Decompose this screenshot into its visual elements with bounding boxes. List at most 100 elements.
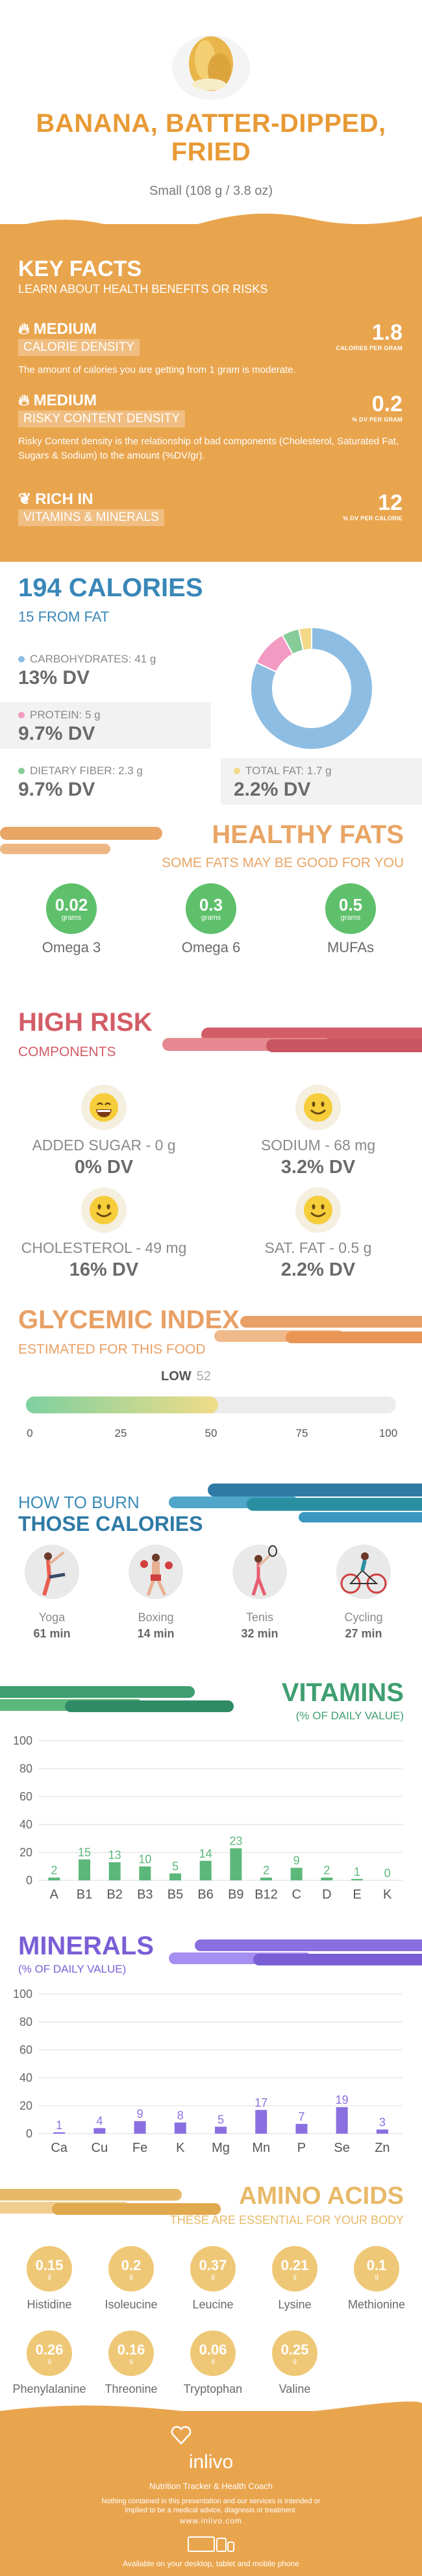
tennis-icon — [232, 1545, 287, 1599]
activity-cycling: Cycling 27 min — [318, 1545, 409, 1641]
amino-name: Tryptophan — [183, 2382, 243, 2395]
donut-slice-carbohydrates — [250, 626, 373, 750]
bar-value-label: 19 — [336, 2093, 349, 2106]
glycemic-track — [26, 1396, 396, 1413]
macro-label: TOTAL FAT: 1.7 g — [245, 764, 332, 777]
amino-name: Histidine — [27, 2298, 72, 2311]
activity-time: 14 min — [137, 1627, 175, 1640]
glycemic-level-label: LOW — [161, 1369, 192, 1383]
bar-C — [290, 1867, 303, 1880]
amino-item-isoleucine: 0.2 g Isoleucine — [90, 2246, 173, 2312]
high-risk-section: HIGH RISK COMPONENTS ADDED SUGAR - 0 g 0… — [0, 1000, 422, 1280]
wave-divider — [0, 213, 422, 232]
y-tick-label: 40 — [19, 1818, 32, 1831]
bar-Mn — [255, 2110, 267, 2134]
wave-divider — [0, 2401, 422, 2420]
risk-dv: 2.2% DV — [280, 1259, 356, 1280]
calorie-density-unit: CALORIES PER GRAM — [336, 345, 403, 351]
key-facts-section: KEY FACTS LEARN ABOUT HEALTH BENEFITS OR… — [0, 213, 422, 562]
vitamins-section: VITAMINS (% OF DAILY VALUE) 0 20 40 60 80 100… — [0, 1669, 422, 1916]
amino-name: Leucine — [192, 2298, 234, 2311]
amino-unit: g — [47, 2273, 51, 2280]
footer-site-link[interactable]: www.inlivo.com — [179, 2516, 243, 2525]
y-tick-label: 20 — [19, 2099, 32, 2112]
bar-value-label: 17 — [254, 2096, 267, 2109]
amino-subtitle: THESE ARE ESSENTIAL FOR YOUR BODY — [169, 2214, 404, 2227]
bar-E — [351, 1878, 363, 1880]
x-tick-label: Cu — [92, 2141, 108, 2155]
calorie-density-desc: The amount of calories you are getting f… — [18, 364, 296, 375]
risk-label: SODIUM - 68 mg — [260, 1137, 376, 1154]
activity-name: Boxing — [138, 1611, 174, 1624]
activity-name: Tenis — [245, 1611, 274, 1624]
amino-value: 0.21 — [280, 2256, 309, 2273]
bar-value-label: 15 — [78, 1846, 91, 1859]
y-tick-label: 20 — [19, 1846, 32, 1859]
calorie-density-label: CALORIE DENSITY — [18, 339, 140, 356]
key-facts-title: KEY FACTS — [18, 257, 142, 281]
bar-value-label: 5 — [172, 1860, 179, 1873]
smiling-face-icon — [295, 1187, 341, 1233]
flame-icon: 🔥︎ — [18, 392, 30, 409]
risk-sat-fat: SAT. FAT - 0.5 g 2.2% DV — [234, 1187, 403, 1281]
bar-value-label: 9 — [137, 2108, 143, 2121]
fat-unit: grams — [340, 914, 361, 922]
bar-Cu — [93, 2128, 106, 2134]
minerals-subtitle: (% OF DAILY VALUE) — [18, 1963, 127, 1975]
bar-Zn — [376, 2129, 388, 2134]
laughing-face-icon — [81, 1085, 127, 1130]
amino-item-histidine: 0.15 g Histidine — [8, 2246, 91, 2312]
macro-label: CARBOHYDRATES: 41 g — [30, 653, 156, 665]
bar-value-label: 8 — [177, 2109, 184, 2122]
calorie-density-level: MEDIUM — [33, 320, 97, 338]
risk-added-sugar: ADDED SUGAR - 0 g 0% DV — [19, 1085, 188, 1178]
y-tick-label: 80 — [19, 1762, 32, 1775]
carbohydrates-dot-icon — [18, 656, 25, 663]
macro-label: PROTEIN: 5 g — [30, 709, 101, 721]
amino-value: 0.25 — [280, 2341, 309, 2358]
x-tick-label: Se — [334, 2141, 349, 2155]
stripe-decoration — [0, 2189, 221, 2215]
amino-value: 0.26 — [35, 2341, 64, 2358]
heart-logo-icon — [171, 2426, 192, 2445]
fat-value: 0.5 — [338, 895, 363, 915]
amino-value: 0.2 — [121, 2256, 142, 2273]
glycemic-index-section: GLYCEMIC INDEX ESTIMATED FOR THIS FOOD L… — [0, 1293, 422, 1455]
minerals-title: MINERALS — [18, 1932, 154, 1960]
amino-item-valine: 0.25 g Valine — [253, 2330, 336, 2396]
high-risk-title: HIGH RISK — [18, 1008, 153, 1037]
bar-B12 — [260, 1877, 272, 1880]
footer-tagline: Nutrition Tracker & Health Coach — [149, 2481, 273, 2491]
y-tick-label: 100 — [13, 1988, 32, 2001]
bar-value-label: 10 — [138, 1853, 151, 1866]
rich-in-label: VITAMINS & MINERALS — [18, 509, 164, 526]
amino-item-threonine: 0.16 g Threonine — [90, 2330, 173, 2396]
amino-acids-section: AMINO ACIDS THESE ARE ESSENTIAL FOR YOUR… — [0, 2169, 422, 2416]
activity-tennis: Tenis 32 min — [214, 1545, 305, 1641]
donut-slice-fat — [297, 626, 312, 651]
calories-section: 194 CALORIES 15 FROM FAT CARBOHYDRATES: … — [0, 562, 422, 822]
bar-A — [48, 1877, 60, 1880]
bar-value-label: 5 — [217, 2113, 224, 2126]
macro-highlight — [0, 702, 211, 749]
glycemic-subtitle: ESTIMATED FOR THIS FOOD — [18, 1342, 206, 1357]
x-tick-label: Ca — [51, 2141, 68, 2155]
smiling-face-icon — [295, 1085, 341, 1130]
amino-unit: g — [293, 2357, 297, 2365]
glycemic-tick: 50 — [205, 1427, 217, 1439]
activity-yoga: Yoga 61 min — [6, 1545, 97, 1641]
x-tick-label: B5 — [168, 1888, 183, 1902]
bar-value-label: 1 — [354, 1865, 360, 1878]
fat-mufas: 0.5 grams MUFAs — [312, 883, 390, 956]
x-tick-label: B2 — [106, 1888, 122, 1902]
fat-value: 0.3 — [199, 895, 223, 915]
x-tick-label: B9 — [228, 1888, 243, 1902]
amino-name: Isoleucine — [105, 2298, 158, 2311]
burn-calories-section: HOW TO BURN THOSE CALORIES Yoga 61 min B… — [0, 1474, 422, 1669]
x-tick-label: P — [297, 2141, 306, 2155]
risk-label: ADDED SUGAR - 0 g — [32, 1137, 176, 1154]
activity-name: Yoga — [38, 1611, 66, 1624]
stripe-decoration — [214, 1316, 422, 1343]
activity-boxing: Boxing 14 min — [110, 1545, 201, 1641]
activity-name: Cycling — [344, 1611, 383, 1624]
